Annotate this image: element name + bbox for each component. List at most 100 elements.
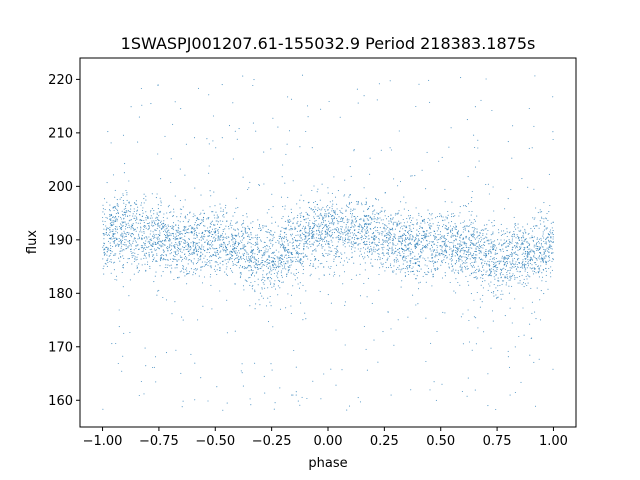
data-point	[399, 254, 401, 256]
data-point	[188, 225, 190, 227]
data-point	[188, 232, 190, 234]
data-point	[288, 229, 290, 231]
data-point	[174, 195, 176, 197]
data-point	[492, 246, 494, 248]
data-point	[533, 256, 535, 258]
data-point	[369, 243, 371, 246]
data-point	[552, 96, 554, 98]
data-point	[552, 368, 554, 370]
data-point	[490, 252, 492, 254]
data-point	[479, 232, 481, 234]
data-point	[397, 319, 399, 321]
data-point	[321, 243, 323, 246]
data-point	[511, 242, 513, 244]
data-point	[269, 283, 272, 285]
data-point	[154, 242, 156, 244]
data-point	[478, 244, 480, 246]
data-point	[355, 242, 357, 244]
data-point	[533, 227, 536, 229]
data-point	[117, 209, 119, 212]
data-point	[513, 252, 515, 254]
data-point	[182, 206, 184, 208]
data-point	[109, 254, 111, 256]
data-point	[523, 249, 525, 251]
data-point	[417, 303, 419, 305]
data-point	[548, 251, 550, 253]
data-point	[113, 262, 115, 264]
data-point	[324, 233, 326, 235]
data-point	[308, 229, 310, 231]
data-point	[507, 245, 510, 247]
data-point	[501, 255, 503, 257]
data-point	[220, 245, 222, 247]
data-point	[314, 220, 316, 222]
data-point	[422, 245, 424, 247]
data-point	[243, 244, 246, 246]
data-point	[503, 280, 505, 282]
data-point	[113, 269, 115, 271]
data-point	[289, 251, 291, 253]
data-point	[148, 222, 150, 225]
data-point	[319, 239, 321, 242]
data-point	[419, 255, 421, 257]
data-point	[329, 201, 331, 203]
data-point	[353, 244, 355, 246]
data-point	[408, 225, 410, 227]
data-point	[442, 311, 444, 313]
data-point	[217, 238, 219, 240]
data-point	[448, 267, 451, 269]
data-point	[513, 235, 515, 237]
data-point	[505, 257, 507, 259]
data-point	[328, 225, 330, 227]
data-point	[485, 271, 487, 273]
data-point	[376, 219, 378, 221]
data-point	[423, 231, 425, 233]
data-point	[457, 248, 459, 250]
data-point	[485, 228, 487, 230]
data-point	[152, 254, 154, 256]
data-point	[511, 322, 513, 324]
data-point	[529, 259, 531, 261]
data-point	[244, 258, 246, 261]
data-point	[216, 230, 218, 232]
data-point	[126, 211, 128, 213]
data-point	[270, 234, 272, 236]
data-point	[383, 246, 385, 248]
data-point	[385, 228, 387, 230]
data-point	[515, 241, 517, 244]
data-point	[103, 198, 106, 200]
data-point	[263, 151, 265, 153]
data-point	[344, 179, 346, 181]
data-point	[332, 218, 334, 220]
data-point	[524, 283, 526, 285]
data-point	[363, 252, 366, 254]
data-point	[182, 220, 184, 222]
data-point	[160, 255, 162, 257]
data-point	[309, 244, 311, 246]
data-point	[222, 264, 224, 266]
data-point	[339, 116, 341, 118]
data-point	[426, 265, 428, 267]
data-point	[313, 234, 315, 236]
data-point	[185, 217, 187, 219]
data-point	[281, 245, 283, 247]
data-point	[521, 283, 523, 285]
data-point	[451, 227, 453, 230]
data-point	[268, 276, 270, 279]
data-point	[215, 211, 217, 213]
data-point	[370, 222, 372, 224]
data-point	[163, 258, 165, 260]
data-point	[511, 238, 513, 240]
data-point	[456, 247, 458, 249]
data-point	[493, 291, 495, 293]
data-point	[401, 280, 403, 282]
data-point	[481, 274, 483, 276]
data-point	[372, 238, 374, 241]
data-point	[516, 268, 518, 270]
data-point	[269, 265, 271, 267]
data-point	[471, 227, 473, 229]
data-point	[180, 231, 182, 233]
data-point	[476, 268, 478, 270]
data-point	[275, 264, 277, 266]
data-point	[139, 219, 141, 221]
